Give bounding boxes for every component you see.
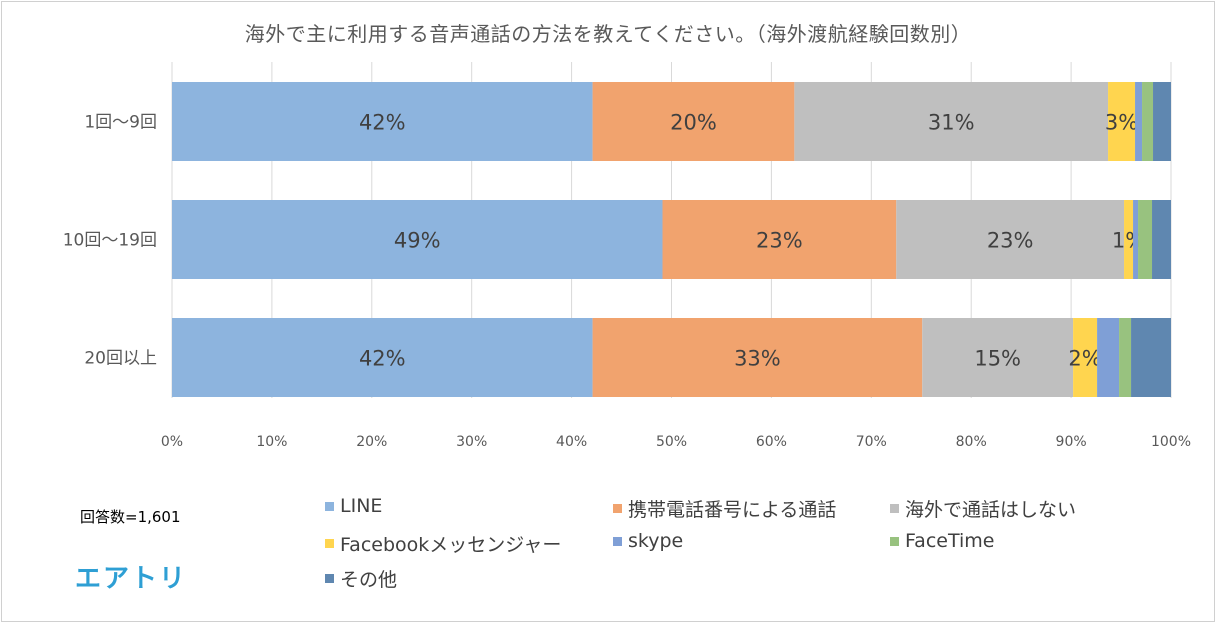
legend-item: FaceTime [890, 530, 994, 552]
legend-label: FaceTime [905, 530, 995, 552]
x-tick-label: 0% [161, 434, 183, 450]
bar-segment [1135, 82, 1143, 161]
bar-segment [172, 318, 593, 397]
legend-label: 携帯電話番号による通話 [628, 499, 837, 521]
bar-segment [1153, 82, 1171, 161]
x-tick-label: 60% [756, 434, 787, 450]
legend-item: LINE [325, 495, 382, 517]
legend-label: その他 [340, 569, 398, 591]
legend-swatch [325, 501, 334, 511]
bar-segment [1138, 200, 1153, 279]
legend-swatch [890, 504, 899, 513]
bar-segment [794, 82, 1109, 161]
data-label: 33% [734, 347, 781, 371]
bar-segment [592, 318, 923, 397]
brand-logo: エアトリ [75, 564, 188, 594]
data-label: 20% [670, 111, 717, 135]
bar-segment [1097, 318, 1120, 397]
bar-segment [172, 200, 663, 279]
x-tick-label: 50% [656, 434, 687, 450]
data-label: 42% [359, 111, 406, 135]
bar-segment [1133, 200, 1139, 279]
respondent-count: 回答数=1,601 [80, 508, 181, 526]
x-tick-label: 100% [1151, 434, 1191, 450]
bar-segment [1142, 82, 1154, 161]
category-labels: 1回～9回 10回～19回 20回以上 [63, 113, 157, 369]
bar-segment [1119, 318, 1132, 397]
x-tick-label: 40% [556, 434, 587, 450]
data-label: 42% [359, 347, 406, 371]
category-label: 1回～9回 [84, 113, 157, 133]
bar-segment [172, 82, 593, 161]
legend-item: skype [613, 530, 683, 552]
x-tick-labels: 0% 10% 20% 30% 40% 50% 60% 70% 80% 90% 100% [161, 434, 1191, 450]
bar-segment [1131, 318, 1171, 397]
data-label: 15% [974, 347, 1021, 371]
data-label: 23% [756, 229, 803, 253]
bar-segment [662, 200, 897, 279]
bar-segment [922, 318, 1074, 397]
bar-segment [1124, 200, 1134, 279]
data-label: 3% [1105, 111, 1138, 135]
legend-swatch [613, 504, 622, 513]
x-tick-label: 30% [456, 434, 487, 450]
data-label: 23% [987, 229, 1034, 253]
chart-title: 海外で主に利用する音声通話の方法を教えてください。（海外渡航経験回数別） [244, 22, 972, 46]
bar-segment [1152, 200, 1171, 279]
legend-label: 海外で通話はしない [905, 499, 1077, 521]
x-tick-label: 10% [256, 434, 287, 450]
data-label: 49% [394, 229, 441, 253]
legend-swatch [890, 536, 899, 546]
bar-segment [1073, 318, 1098, 397]
x-tick-label: 90% [1056, 434, 1087, 450]
bars: 42% 20% 31% 3%49% 23% 23% 1%42% 33% 15% 2% [172, 82, 1171, 397]
bar-segment [1108, 82, 1136, 161]
data-label: 31% [928, 111, 975, 135]
legend: LINE 携帯電話番号による通話 海外で通話はしない Facebookメッセンジャー s… [325, 495, 1125, 595]
legend-swatch [325, 574, 334, 583]
category-label: 20回以上 [84, 349, 157, 369]
legend-item: 携帯電話番号による通話 [613, 495, 836, 522]
legend-label: Facebookメッセンジャー [340, 534, 562, 556]
legend-label: LINE [340, 495, 383, 517]
legend-item: 海外で通話はしない [890, 495, 1076, 522]
x-tick-label: 20% [356, 434, 387, 450]
legend-item: Facebookメッセンジャー [325, 530, 561, 557]
bar-segment [896, 200, 1125, 279]
legend-label: skype [628, 530, 684, 552]
stacked-bar-chart: 42% 20% 31% 3%49% 23% 23% 1%42% 33% 15% 2% 1回～9回1… [63, 62, 1191, 450]
legend-swatch [613, 536, 622, 546]
legend-item: その他 [325, 565, 397, 592]
x-tick-label: 70% [856, 434, 887, 450]
legend-swatch [325, 539, 334, 548]
x-tick-label: 80% [956, 434, 987, 450]
data-label: 2% [1068, 347, 1101, 371]
bar-segment [592, 82, 795, 161]
category-label: 10回～19回 [63, 231, 157, 251]
